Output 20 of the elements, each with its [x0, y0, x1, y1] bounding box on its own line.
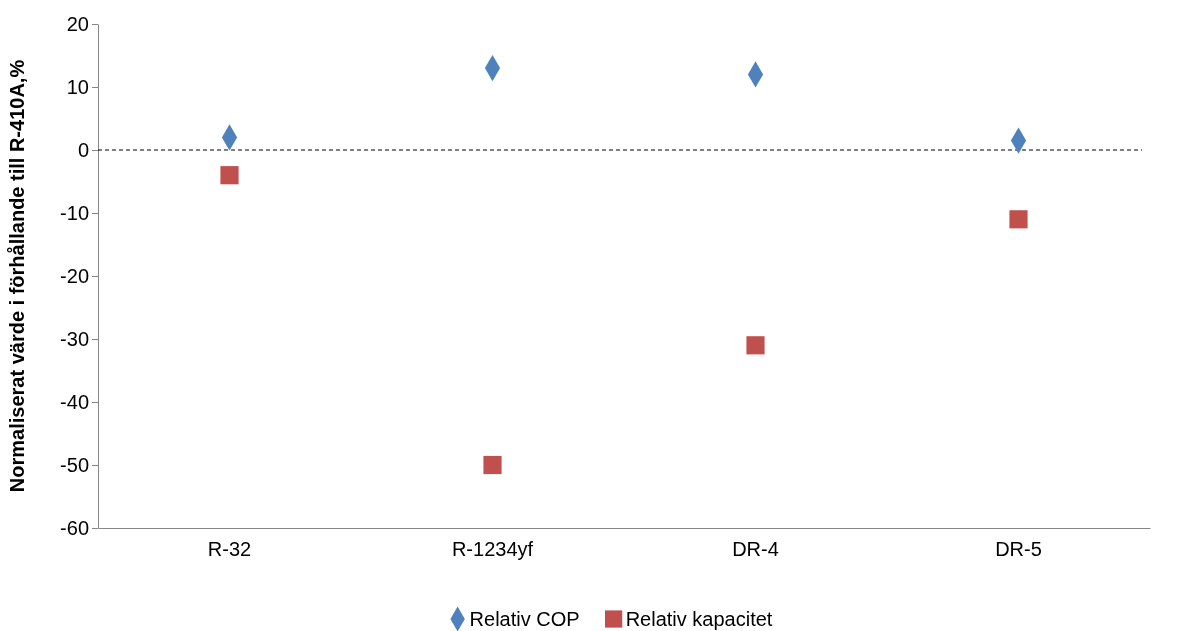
y-tick-label: -60 — [60, 516, 89, 539]
y-tick-label: 20 — [66, 12, 89, 35]
x-tick-label: DR-4 — [732, 538, 779, 561]
y-tick-label: 10 — [66, 75, 89, 98]
point — [1009, 210, 1028, 229]
y-tick-label: -30 — [60, 327, 89, 350]
legend-label: Relativ COP — [469, 608, 580, 630]
legend-label: Relativ kapacitet — [625, 608, 773, 630]
y-tick-label: -10 — [60, 201, 89, 224]
y-tick-label: -40 — [60, 390, 89, 413]
y-tick-label: -50 — [60, 453, 89, 476]
y-tick-label: 0 — [77, 138, 89, 161]
x-tick-label: R-32 — [207, 538, 252, 561]
x-tick-label: DR-5 — [995, 538, 1042, 561]
x-tick-label: R-1234yf — [451, 538, 534, 561]
y-tick-label: -20 — [60, 264, 89, 287]
point — [746, 336, 765, 355]
y-axis-title: Normaliserat värde i förhållande till R-410A,% — [6, 59, 28, 493]
point — [220, 166, 239, 185]
point — [483, 455, 502, 475]
